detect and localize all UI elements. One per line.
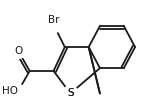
Text: S: S — [67, 88, 74, 98]
Text: S: S — [67, 88, 74, 98]
Text: O: O — [14, 46, 23, 56]
Text: HO: HO — [2, 86, 18, 96]
Text: Br: Br — [48, 15, 59, 25]
